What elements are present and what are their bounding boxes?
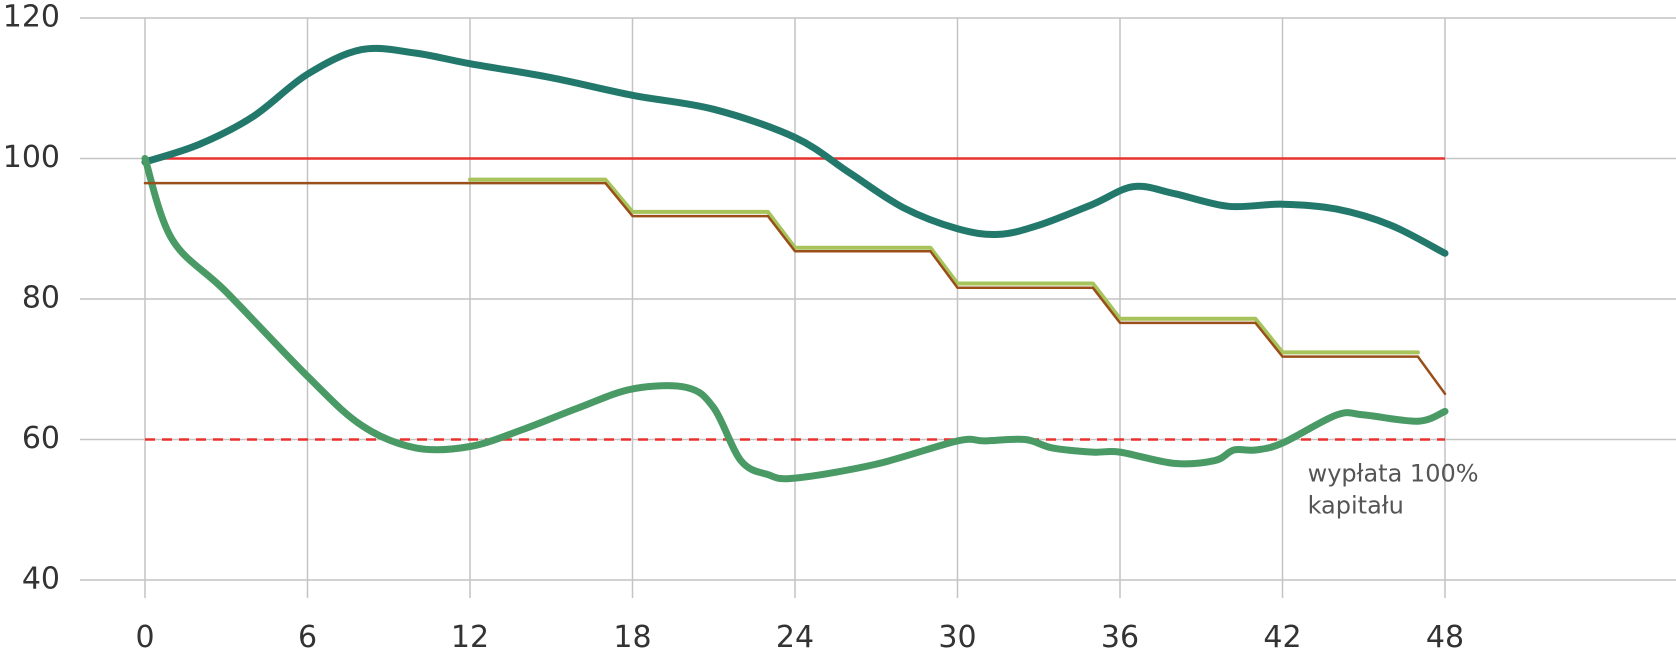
y-tick-label: 120 bbox=[3, 0, 60, 35]
reference-lines bbox=[145, 157, 1445, 441]
axis-tick-labels: 40 60 80 100 120 0 6 12 18 24 30 36 42 48 bbox=[3, 0, 1464, 655]
x-tick-label: 18 bbox=[613, 620, 651, 655]
series-line-1 bbox=[141, 44, 1449, 257]
y-tick-label: 40 bbox=[22, 562, 60, 597]
x-tick-label: 6 bbox=[298, 620, 317, 655]
series-line-2 bbox=[141, 155, 1449, 483]
y-tick-label: 100 bbox=[3, 140, 60, 175]
annotation-text: wypłata 100% bbox=[1308, 460, 1479, 488]
y-tick-label: 80 bbox=[22, 281, 60, 316]
x-tick-label: 0 bbox=[135, 620, 154, 655]
x-tick-label: 48 bbox=[1426, 620, 1464, 655]
series-line-3 bbox=[468, 177, 1420, 355]
series-line-4 bbox=[143, 181, 1447, 396]
x-tick-label: 30 bbox=[938, 620, 976, 655]
gridlines bbox=[80, 17, 1676, 598]
x-tick-label: 12 bbox=[451, 620, 489, 655]
y-tick-label: 60 bbox=[22, 421, 60, 456]
x-tick-label: 36 bbox=[1101, 620, 1139, 655]
x-tick-label: 24 bbox=[776, 620, 814, 655]
annotations: wypłata 100% kapitału bbox=[1308, 460, 1479, 520]
annotation-text: kapitału bbox=[1308, 492, 1404, 520]
series-group bbox=[141, 44, 1449, 483]
x-tick-label: 42 bbox=[1263, 620, 1301, 655]
